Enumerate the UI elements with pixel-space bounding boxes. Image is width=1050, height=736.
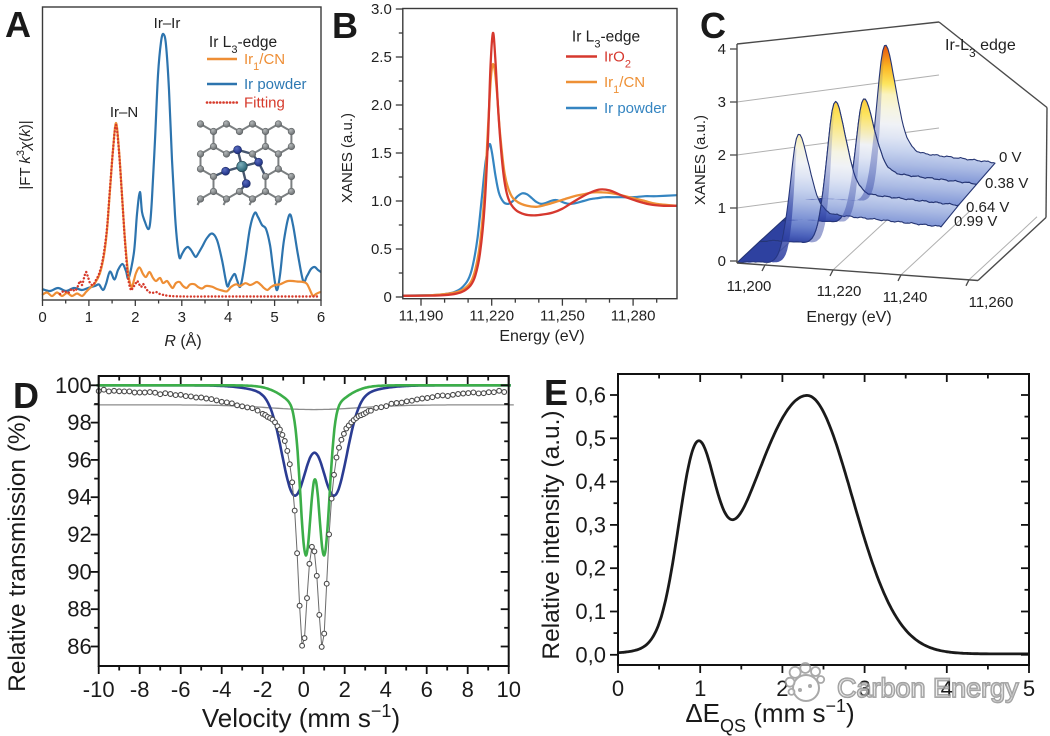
svg-text:1: 1 xyxy=(718,200,726,217)
svg-text:0: 0 xyxy=(612,676,624,701)
svg-text:5: 5 xyxy=(270,309,278,326)
svg-text:Ir–N: Ir–N xyxy=(110,104,138,121)
svg-text:0.64 V: 0.64 V xyxy=(966,199,1009,216)
svg-text:0: 0 xyxy=(718,253,726,270)
svg-text:88: 88 xyxy=(67,597,91,622)
svg-text:98: 98 xyxy=(67,410,91,435)
svg-text:92: 92 xyxy=(67,522,91,547)
svg-text:B: B xyxy=(332,5,358,46)
svg-text:96: 96 xyxy=(67,447,91,472)
svg-text:2: 2 xyxy=(339,677,351,702)
svg-text:Relative transmission (%): Relative transmission (%) xyxy=(4,414,31,692)
svg-text:Fitting: Fitting xyxy=(244,95,285,112)
svg-text:6: 6 xyxy=(421,677,433,702)
svg-text:0: 0 xyxy=(383,289,391,306)
svg-text:11,200: 11,200 xyxy=(727,278,772,295)
svg-text:Ir–Ir: Ir–Ir xyxy=(154,15,181,32)
svg-text:-8: -8 xyxy=(130,677,150,702)
svg-text:0: 0 xyxy=(298,677,310,702)
svg-text:-10: -10 xyxy=(83,677,115,702)
svg-text:3.0: 3.0 xyxy=(371,1,392,18)
svg-text:11,220: 11,220 xyxy=(469,308,514,325)
svg-text:11,280: 11,280 xyxy=(611,308,656,325)
svg-text:1: 1 xyxy=(694,676,706,701)
svg-text:-6: -6 xyxy=(171,677,191,702)
svg-text:2: 2 xyxy=(131,309,139,326)
svg-text:0,5: 0,5 xyxy=(575,426,606,451)
svg-text:XANES (a.u.): XANES (a.u.) xyxy=(692,115,709,205)
svg-text:Ir L3-edge: Ir L3-edge xyxy=(572,29,640,51)
svg-text:6: 6 xyxy=(317,309,325,326)
svg-text:4: 4 xyxy=(718,41,726,58)
svg-text:1.0: 1.0 xyxy=(371,193,392,210)
svg-text:Relative intensity (a.u.): Relative intensity (a.u.) xyxy=(538,410,565,659)
svg-text:R (Å): R (Å) xyxy=(164,331,201,350)
svg-text:1: 1 xyxy=(85,309,93,326)
svg-text:0,3: 0,3 xyxy=(575,512,606,537)
svg-text:0,2: 0,2 xyxy=(575,556,606,581)
svg-text:C: C xyxy=(700,5,726,46)
svg-text:Velocity (mm s−1): Velocity (mm s−1) xyxy=(202,701,400,733)
svg-text:1.5: 1.5 xyxy=(371,145,392,162)
svg-text:|FT k3χ(k)|: |FT k3χ(k)| xyxy=(15,120,34,189)
svg-text:5: 5 xyxy=(1023,676,1035,701)
svg-text:Ir powder: Ir powder xyxy=(604,100,667,117)
svg-text:11,190: 11,190 xyxy=(399,308,444,325)
svg-text:4: 4 xyxy=(224,309,232,326)
svg-text:2: 2 xyxy=(718,147,726,164)
svg-text:2.0: 2.0 xyxy=(371,97,392,114)
svg-text:11,240: 11,240 xyxy=(883,289,928,306)
svg-text:90: 90 xyxy=(67,559,91,584)
svg-text:IrO2: IrO2 xyxy=(604,49,631,71)
svg-text:100: 100 xyxy=(55,373,92,398)
svg-text:8: 8 xyxy=(462,677,474,702)
svg-text:Ir powder: Ir powder xyxy=(244,76,307,93)
svg-text:4: 4 xyxy=(380,677,392,702)
svg-text:0,1: 0,1 xyxy=(575,599,606,624)
svg-text:0.99 V: 0.99 V xyxy=(954,213,997,230)
svg-text:0,4: 0,4 xyxy=(575,469,606,494)
svg-text:Carbon Energy: Carbon Energy xyxy=(837,673,1019,703)
svg-text:94: 94 xyxy=(67,485,91,510)
svg-text:0 V: 0 V xyxy=(999,149,1022,166)
svg-text:-2: -2 xyxy=(253,677,273,702)
svg-text:Energy (eV): Energy (eV) xyxy=(806,309,891,326)
svg-text:Energy (eV): Energy (eV) xyxy=(499,328,584,345)
svg-text:10: 10 xyxy=(496,677,520,702)
svg-text:3: 3 xyxy=(718,94,726,111)
svg-text:0: 0 xyxy=(38,309,46,326)
svg-text:-4: -4 xyxy=(212,677,232,702)
svg-text:0,6: 0,6 xyxy=(575,383,606,408)
svg-text:3: 3 xyxy=(178,309,186,326)
svg-text:E: E xyxy=(544,372,568,413)
svg-text:0,0: 0,0 xyxy=(575,642,606,667)
svg-text:2.5: 2.5 xyxy=(371,49,392,66)
svg-text:86: 86 xyxy=(67,634,91,659)
svg-text:XANES (a.u.): XANES (a.u.) xyxy=(339,113,356,203)
svg-text:11,220: 11,220 xyxy=(817,283,862,300)
svg-text:A: A xyxy=(5,4,31,45)
svg-text:11,250: 11,250 xyxy=(540,308,585,325)
svg-text:3: 3 xyxy=(858,676,870,701)
svg-text:11,260: 11,260 xyxy=(969,294,1014,311)
svg-text:0.5: 0.5 xyxy=(371,241,392,258)
svg-text:Ir L3-edge: Ir L3-edge xyxy=(209,34,277,56)
svg-text:0.38 V: 0.38 V xyxy=(985,175,1028,192)
svg-text:D: D xyxy=(13,375,39,416)
svg-text:4: 4 xyxy=(941,676,953,701)
